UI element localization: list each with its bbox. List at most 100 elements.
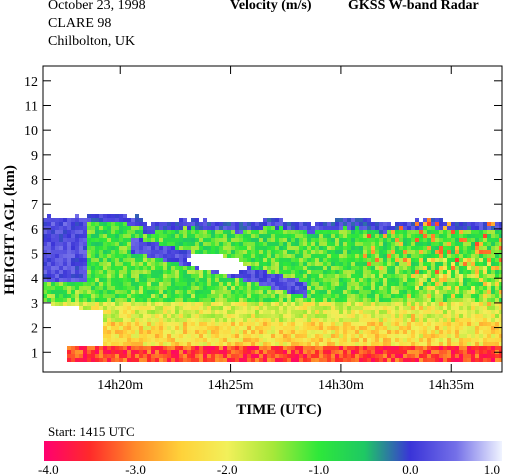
heatmap-cell xyxy=(387,274,391,278)
heatmap-cell xyxy=(95,278,99,282)
heatmap-cell xyxy=(427,258,431,262)
heatmap-cell xyxy=(55,274,59,278)
heatmap-cell xyxy=(419,226,423,230)
heatmap-cell xyxy=(343,222,347,226)
heatmap-cell xyxy=(383,270,387,274)
heatmap-cell xyxy=(399,282,403,286)
heatmap-cell xyxy=(315,318,319,322)
heatmap-cell xyxy=(415,278,419,282)
heatmap-cell xyxy=(143,330,147,334)
heatmap-cell xyxy=(91,238,95,242)
heatmap-cell xyxy=(411,354,415,358)
heatmap-cell xyxy=(67,246,71,250)
heatmap-cell xyxy=(171,310,175,314)
heatmap-cell xyxy=(251,246,255,250)
heatmap-cell xyxy=(167,350,171,354)
x-tick-label: 14h30m xyxy=(318,378,364,393)
heatmap-cell xyxy=(323,270,327,274)
heatmap-cell xyxy=(271,266,275,270)
heatmap-cell xyxy=(55,234,59,238)
heatmap-cell xyxy=(319,306,323,310)
heatmap-cell xyxy=(435,338,439,342)
heatmap-cell xyxy=(63,246,67,250)
heatmap-cell xyxy=(303,330,307,334)
heatmap-cell xyxy=(123,318,127,322)
y-tick-label: 3 xyxy=(31,297,38,312)
heatmap-cell xyxy=(63,266,67,270)
heatmap-cell xyxy=(287,282,291,286)
heatmap-cell xyxy=(203,318,207,322)
heatmap-cell xyxy=(327,266,331,270)
heatmap-cell xyxy=(135,354,139,358)
heatmap-cell xyxy=(115,298,119,302)
heatmap-cell xyxy=(403,350,407,354)
heatmap-cell xyxy=(179,218,183,222)
heatmap-cell xyxy=(459,270,463,274)
heatmap-cell xyxy=(331,226,335,230)
heatmap-cell xyxy=(459,274,463,278)
heatmap-cell xyxy=(259,290,263,294)
heatmap-cell xyxy=(287,290,291,294)
heatmap-cell xyxy=(315,234,319,238)
heatmap-cell xyxy=(235,322,239,326)
heatmap-cell xyxy=(307,306,311,310)
heatmap-cell xyxy=(199,302,203,306)
heatmap-cell xyxy=(455,238,459,242)
heatmap-cell xyxy=(55,294,59,298)
heatmap-cell xyxy=(47,290,51,294)
heatmap-cell xyxy=(415,302,419,306)
heatmap-cell xyxy=(363,246,367,250)
heatmap-cell xyxy=(275,298,279,302)
heatmap-cell xyxy=(435,310,439,314)
heatmap-cell xyxy=(379,298,383,302)
heatmap-cell xyxy=(439,326,443,330)
heatmap-cell xyxy=(175,310,179,314)
heatmap-cell xyxy=(343,242,347,246)
heatmap-cell xyxy=(407,342,411,346)
heatmap-cell xyxy=(367,218,371,222)
heatmap-cell xyxy=(159,334,163,338)
heatmap-cell xyxy=(471,298,475,302)
heatmap-cell xyxy=(159,234,163,238)
heatmap-cell xyxy=(423,298,427,302)
heatmap-cell xyxy=(351,322,355,326)
heatmap-cell xyxy=(203,246,207,250)
heatmap-cell xyxy=(463,234,467,238)
heatmap-cell xyxy=(91,358,95,362)
heatmap-cell xyxy=(363,310,367,314)
heatmap-cell xyxy=(123,250,127,254)
heatmap-cell xyxy=(391,258,395,262)
heatmap-cell xyxy=(131,326,135,330)
heatmap-cell xyxy=(403,238,407,242)
heatmap-cell xyxy=(227,286,231,290)
heatmap-cell xyxy=(375,230,379,234)
heatmap-cell xyxy=(87,234,91,238)
heatmap-cell xyxy=(171,358,175,362)
heatmap-cell xyxy=(499,266,502,270)
heatmap-cell xyxy=(259,258,263,262)
heatmap-cell xyxy=(231,314,235,318)
heatmap-cell xyxy=(447,278,451,282)
heatmap-cell xyxy=(379,262,383,266)
heatmap-cell xyxy=(127,266,131,270)
heatmap-cell xyxy=(423,230,427,234)
heatmap-cell xyxy=(131,286,135,290)
heatmap-cell xyxy=(383,330,387,334)
heatmap-cell xyxy=(91,254,95,258)
heatmap-cell xyxy=(455,350,459,354)
heatmap-cell xyxy=(203,334,207,338)
heatmap-cell xyxy=(371,282,375,286)
heatmap-cell xyxy=(479,258,483,262)
heatmap-cell xyxy=(463,310,467,314)
heatmap-cell xyxy=(311,330,315,334)
heatmap-cell xyxy=(123,246,127,250)
heatmap-cell xyxy=(71,226,75,230)
heatmap-cell xyxy=(83,306,87,310)
heatmap-cell xyxy=(371,322,375,326)
heatmap-cell xyxy=(495,322,499,326)
heatmap-cell xyxy=(115,326,119,330)
heatmap-cell xyxy=(451,318,455,322)
heatmap-cell xyxy=(235,294,239,298)
heatmap-cell xyxy=(59,254,63,258)
heatmap-cell xyxy=(371,358,375,362)
